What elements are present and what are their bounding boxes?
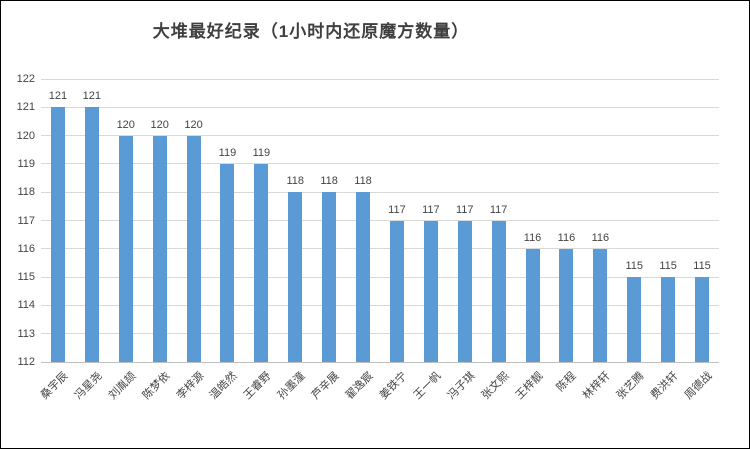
bar-value-label: 121 bbox=[48, 90, 68, 103]
bar bbox=[322, 192, 337, 362]
plot-area: 112 113 114 115 116 117 118 119 120 121 122 121 121… bbox=[17, 73, 719, 402]
bar-value-label: 118 bbox=[354, 175, 372, 188]
x-tick-label: 桑宇辰 bbox=[38, 370, 71, 402]
y-tick-label: 115 bbox=[17, 271, 35, 284]
gridline bbox=[41, 248, 719, 250]
y-tick-label: 114 bbox=[17, 299, 35, 312]
x-tick-label: 孙墨潼 bbox=[275, 370, 308, 402]
x-tick-label: 张艺腾 bbox=[614, 370, 647, 402]
bar bbox=[288, 192, 303, 362]
x-tick-label: 王睿野 bbox=[242, 370, 274, 402]
gridline bbox=[41, 191, 719, 193]
bar bbox=[661, 277, 676, 362]
bar bbox=[491, 220, 506, 362]
bar bbox=[254, 163, 269, 362]
bar-value-label: 121 bbox=[82, 90, 102, 103]
bar-value-label: 116 bbox=[591, 231, 610, 244]
y-tick-label: 122 bbox=[16, 73, 35, 85]
bar-value-label: 115 bbox=[693, 260, 711, 273]
bar-value-label: 117 bbox=[422, 203, 440, 216]
x-tick-label: 费洪轩 bbox=[648, 370, 681, 402]
gridline bbox=[41, 106, 719, 108]
gridline bbox=[41, 135, 719, 137]
x-tick-label: 芦辛展 bbox=[309, 370, 342, 402]
bar-value-label: 116 bbox=[557, 231, 576, 244]
bar bbox=[423, 220, 438, 362]
bar bbox=[457, 220, 472, 362]
bar bbox=[220, 163, 235, 362]
x-axis-line bbox=[41, 361, 719, 363]
bar-value-label: 118 bbox=[286, 175, 305, 188]
bar-value-label: 117 bbox=[455, 203, 474, 216]
bar-value-label: 115 bbox=[659, 260, 677, 273]
bar bbox=[356, 192, 371, 362]
x-tick-label: 刘胤颉 bbox=[106, 370, 139, 402]
bar bbox=[559, 248, 574, 362]
x-tick-label: 陈梦依 bbox=[140, 370, 173, 402]
bar-value-label: 120 bbox=[184, 118, 203, 131]
y-tick-label: 121 bbox=[16, 101, 35, 114]
bar-value-label: 118 bbox=[320, 175, 338, 188]
gridline bbox=[41, 304, 719, 306]
chart-title: 大堆最好纪录（1小时内还原魔方数量） bbox=[152, 22, 470, 41]
bar bbox=[50, 107, 65, 362]
x-tick-label: 周德战 bbox=[682, 370, 715, 402]
x-tick-label: 李梓源 bbox=[174, 370, 207, 402]
y-tick-label: 119 bbox=[17, 157, 35, 170]
bar bbox=[627, 277, 642, 362]
bar-value-label: 116 bbox=[523, 231, 542, 244]
bar bbox=[593, 248, 608, 362]
x-tick-label: 冯子琪 bbox=[445, 370, 478, 402]
y-tick-label: 116 bbox=[17, 242, 35, 255]
y-tick-label: 120 bbox=[16, 129, 35, 142]
bar bbox=[389, 220, 404, 362]
x-tick-label: 姜铁宁 bbox=[377, 370, 410, 402]
bar-value-label: 117 bbox=[489, 203, 508, 216]
bar-value-label: 120 bbox=[150, 118, 169, 131]
gridline bbox=[41, 78, 719, 80]
bar-value-label: 117 bbox=[388, 203, 406, 216]
x-tick-label: 张文熙 bbox=[479, 370, 512, 402]
x-tick-label: 温皓然 bbox=[208, 370, 240, 402]
gridline bbox=[41, 163, 719, 165]
bar-value-label: 120 bbox=[116, 118, 135, 131]
gridline bbox=[41, 276, 719, 278]
gridline bbox=[41, 333, 719, 335]
bar-value-label: 119 bbox=[252, 146, 271, 159]
y-tick-label: 112 bbox=[17, 356, 35, 368]
x-tick-label: 王梓靓 bbox=[513, 370, 546, 402]
x-tick-label: 陈程 bbox=[554, 370, 579, 395]
bar bbox=[84, 107, 99, 362]
bar bbox=[525, 248, 540, 362]
gridline bbox=[41, 220, 719, 221]
x-tick-label: 林梓轩 bbox=[581, 370, 613, 402]
y-tick-label: 117 bbox=[17, 214, 35, 227]
y-tick-label: 113 bbox=[17, 327, 35, 340]
bar bbox=[152, 135, 167, 362]
x-tick-label: 翟逸宸 bbox=[343, 370, 376, 402]
bar-value-label: 115 bbox=[625, 260, 644, 273]
x-tick-label: 冯星尧 bbox=[72, 370, 105, 402]
bar bbox=[695, 277, 710, 362]
x-tick-label: 王一帆 bbox=[411, 370, 444, 402]
bar-value-label: 119 bbox=[218, 146, 237, 159]
y-tick-label: 118 bbox=[17, 186, 35, 199]
bar bbox=[118, 135, 133, 362]
bar bbox=[186, 135, 201, 362]
